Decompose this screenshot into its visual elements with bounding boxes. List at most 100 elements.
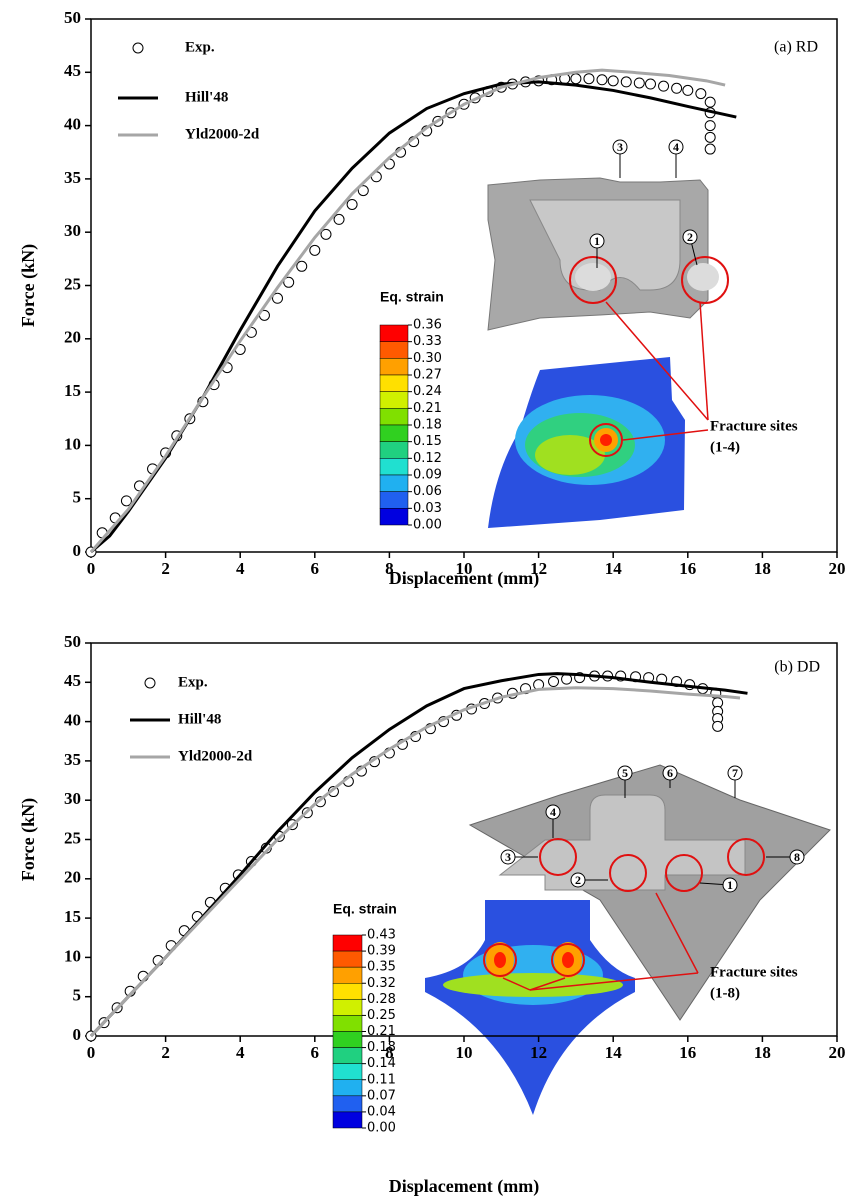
- x-tick-label: 20: [829, 559, 846, 578]
- colorbar-label: 0.04: [367, 1104, 396, 1119]
- data-point: [671, 82, 683, 94]
- colorbar-cell: [332, 966, 363, 984]
- colorbar-label: 0.25: [367, 1008, 396, 1023]
- x-tick-label: 2: [161, 1043, 170, 1062]
- data-point: [296, 260, 308, 272]
- colorbar-cell: [332, 1079, 363, 1097]
- series-line: [89, 68, 726, 553]
- colorbar-label: 0.36: [413, 318, 442, 333]
- y-tick-label: 45: [64, 671, 81, 690]
- site-badge: [727, 765, 743, 781]
- panel: 0 2 4 6 8 10 12 14 16 18 2005101520253035404550Dis…: [18, 8, 846, 589]
- site-label: 7: [732, 766, 738, 780]
- data-point: [333, 213, 345, 225]
- colorbar-cell: [379, 491, 409, 509]
- y-axis-label: Force (kN): [18, 244, 39, 327]
- fracture-label: Fracture sites: [710, 964, 798, 980]
- data-point: [712, 720, 724, 732]
- site-label: 2: [687, 230, 693, 244]
- y-tick-label: 5: [73, 986, 82, 1005]
- x-tick-label: 16: [679, 1043, 696, 1062]
- data-point: [704, 131, 716, 143]
- fracture-label: (1-4): [710, 439, 740, 455]
- colorbar-cell: [379, 458, 409, 476]
- site-badge: [589, 233, 605, 249]
- colorbar-label: 0.32: [367, 976, 396, 991]
- panel-annotation: (b) DD: [774, 659, 820, 676]
- panel: 0 2 4 6 8 10 12 14 16 18 2005101520253035404550Dis…: [18, 632, 845, 1197]
- colorbar-cell: [332, 1031, 363, 1048]
- colorbar-label: 0.14: [367, 1056, 396, 1071]
- site-label: 2: [575, 873, 581, 887]
- colorbar-label: 0.06: [413, 484, 442, 499]
- data-point: [596, 74, 608, 86]
- y-tick-label: 15: [64, 381, 81, 400]
- site-badge: [789, 849, 805, 865]
- colorbar-label: 0.28: [367, 992, 396, 1007]
- y-tick-label: 45: [64, 61, 81, 80]
- x-tick-label: 16: [679, 559, 696, 578]
- site-badge: [682, 229, 698, 245]
- x-tick-label: 8: [385, 559, 394, 578]
- colorbar-label: 0.09: [413, 468, 442, 483]
- colorbar-cell: [332, 1047, 363, 1064]
- legend-marker: [132, 42, 144, 54]
- y-tick-label: 30: [64, 789, 81, 808]
- x-tick-label: 10: [456, 559, 473, 578]
- colorbar-label: 0.18: [413, 418, 442, 433]
- data-point: [283, 276, 295, 288]
- y-tick-label: 15: [64, 907, 81, 926]
- x-tick-label: 6: [311, 1043, 320, 1062]
- site-label: 1: [594, 234, 600, 248]
- colorbar-label: 0.15: [413, 434, 442, 449]
- colorbar-label: 0.43: [367, 928, 396, 943]
- colorbar-cell: [332, 1063, 363, 1080]
- site-badge: [662, 765, 678, 781]
- data-point: [645, 78, 656, 90]
- data-point: [320, 228, 332, 240]
- data-point: [695, 88, 707, 100]
- colorbar-label: 0.21: [367, 1024, 396, 1039]
- colorbar-cell: [379, 441, 409, 459]
- colorbar-label: 0.35: [367, 960, 396, 975]
- fracture-label: Fracture sites: [710, 418, 798, 434]
- legend-label: Exp.: [178, 674, 208, 690]
- data-point: [346, 198, 358, 210]
- site-badge: [545, 804, 561, 820]
- site-badge: [722, 877, 738, 893]
- x-tick-label: 0: [87, 1043, 96, 1062]
- fracture-arrows: [502, 892, 699, 991]
- site-badge: [668, 139, 684, 155]
- colorbar-label: 0.39: [367, 944, 396, 959]
- panel-annotation: (a) RD: [774, 39, 818, 56]
- y-tick-label: 35: [64, 750, 81, 769]
- colorbar-cell: [332, 1111, 363, 1129]
- y-tick-label: 50: [64, 632, 81, 651]
- site-label: 6: [667, 766, 673, 780]
- data-point: [272, 292, 283, 304]
- site-badge: [617, 765, 633, 781]
- x-tick-label: 4: [236, 559, 245, 578]
- colorbar-label: 0.27: [413, 368, 442, 383]
- site-label: 4: [550, 805, 556, 819]
- data-point: [548, 676, 560, 688]
- site-label: 3: [617, 140, 623, 154]
- x-axis-label: Displacement (mm): [389, 1176, 539, 1197]
- colorbar-cell: [332, 950, 363, 968]
- data-point: [704, 96, 716, 108]
- colorbar-label: 0.12: [413, 451, 442, 466]
- data-point: [309, 244, 321, 256]
- y-tick-label: 40: [64, 115, 81, 134]
- data-point: [607, 75, 619, 87]
- y-axis-label: Force (kN): [18, 798, 39, 881]
- x-tick-label: 2: [161, 559, 170, 578]
- colorbar-cell: [332, 999, 363, 1016]
- site-label: 4: [673, 140, 679, 154]
- data-point: [704, 143, 716, 155]
- colorbar-cell: [332, 1015, 363, 1032]
- legend-label: Exp.: [185, 39, 215, 55]
- strain-contour: [425, 900, 635, 1115]
- legend-label: Hill'48: [178, 711, 221, 727]
- site-label: 5: [622, 766, 628, 780]
